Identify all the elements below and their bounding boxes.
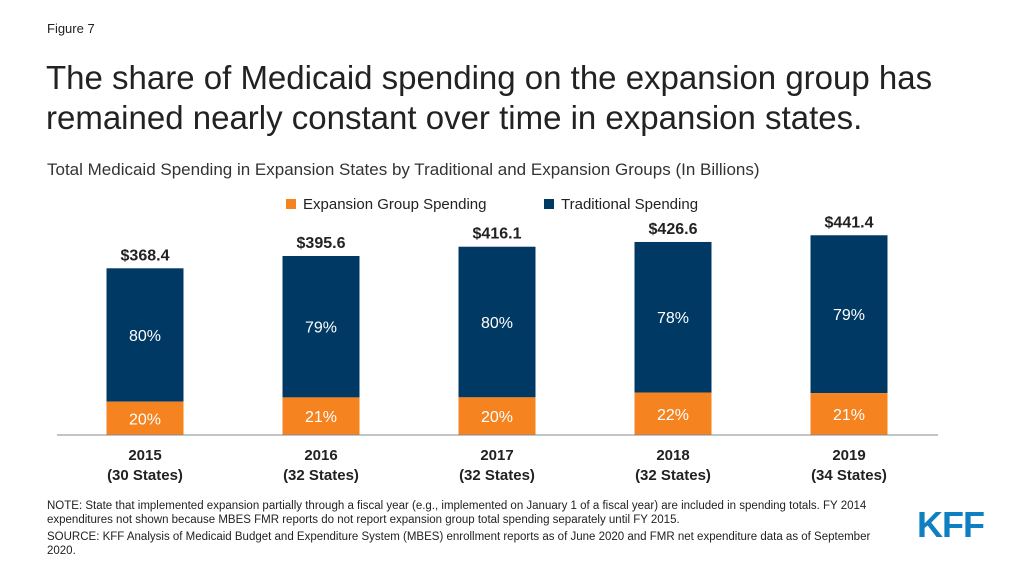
total-label: $368.4 xyxy=(121,247,170,264)
total-label: $426.6 xyxy=(649,221,698,238)
x-tick-label: 2017 xyxy=(480,447,513,464)
data-label-expansion: 22% xyxy=(657,407,689,424)
data-label-expansion: 20% xyxy=(129,411,161,428)
legend-label: Traditional Spending xyxy=(561,196,698,213)
chart-title: Total Medicaid Spending in Expansion Sta… xyxy=(47,160,760,179)
x-tick-label: 2016 xyxy=(304,447,337,464)
data-label-traditional: 80% xyxy=(481,315,513,332)
figure-label: Figure 7 xyxy=(47,21,95,36)
stacked-bar-chart: Expansion Group Spending Traditional Spen… xyxy=(57,196,938,484)
bar-traditional xyxy=(282,255,360,398)
bar-expansion xyxy=(810,393,888,435)
total-label: $441.4 xyxy=(825,214,874,231)
legend-swatch xyxy=(286,199,296,209)
x-tick-label: 2019 xyxy=(832,447,865,464)
total-label: $395.6 xyxy=(297,235,346,252)
bar-expansion xyxy=(282,397,360,435)
total-label: $416.1 xyxy=(473,226,522,243)
chart-source: SOURCE: KFF Analysis of Medicaid Budget … xyxy=(47,531,871,557)
x-tick-sublabel: (32 States) xyxy=(283,467,359,484)
data-label-traditional: 78% xyxy=(657,310,689,327)
x-tick-label: 2018 xyxy=(656,447,689,464)
data-label-traditional: 79% xyxy=(305,320,337,337)
bar-expansion xyxy=(106,401,184,435)
x-tick-sublabel: (32 States) xyxy=(459,467,535,484)
legend-swatch xyxy=(544,199,554,209)
data-label-traditional: 80% xyxy=(129,328,161,345)
x-tick-label: 2015 xyxy=(128,447,161,464)
x-tick-sublabel: (30 States) xyxy=(107,467,183,484)
bar-traditional xyxy=(458,246,536,398)
data-label-traditional: 79% xyxy=(833,307,865,324)
bar-expansion xyxy=(458,397,536,435)
kff-logo: KFF xyxy=(917,504,985,545)
x-tick-sublabel: (34 States) xyxy=(811,467,887,484)
bar-expansion xyxy=(634,392,712,435)
data-label-expansion: 21% xyxy=(305,409,337,426)
x-tick-sublabel: (32 States) xyxy=(635,467,711,484)
bar-traditional xyxy=(106,268,184,402)
legend-label: Expansion Group Spending xyxy=(303,196,486,213)
bar-traditional xyxy=(810,235,888,394)
data-label-expansion: 21% xyxy=(833,407,865,424)
bar-traditional xyxy=(634,241,712,393)
data-label-expansion: 20% xyxy=(481,409,513,426)
chart-note: NOTE: State that implemented expansion p… xyxy=(47,500,867,526)
page-title: The share of Medicaid spending on the ex… xyxy=(46,59,933,136)
